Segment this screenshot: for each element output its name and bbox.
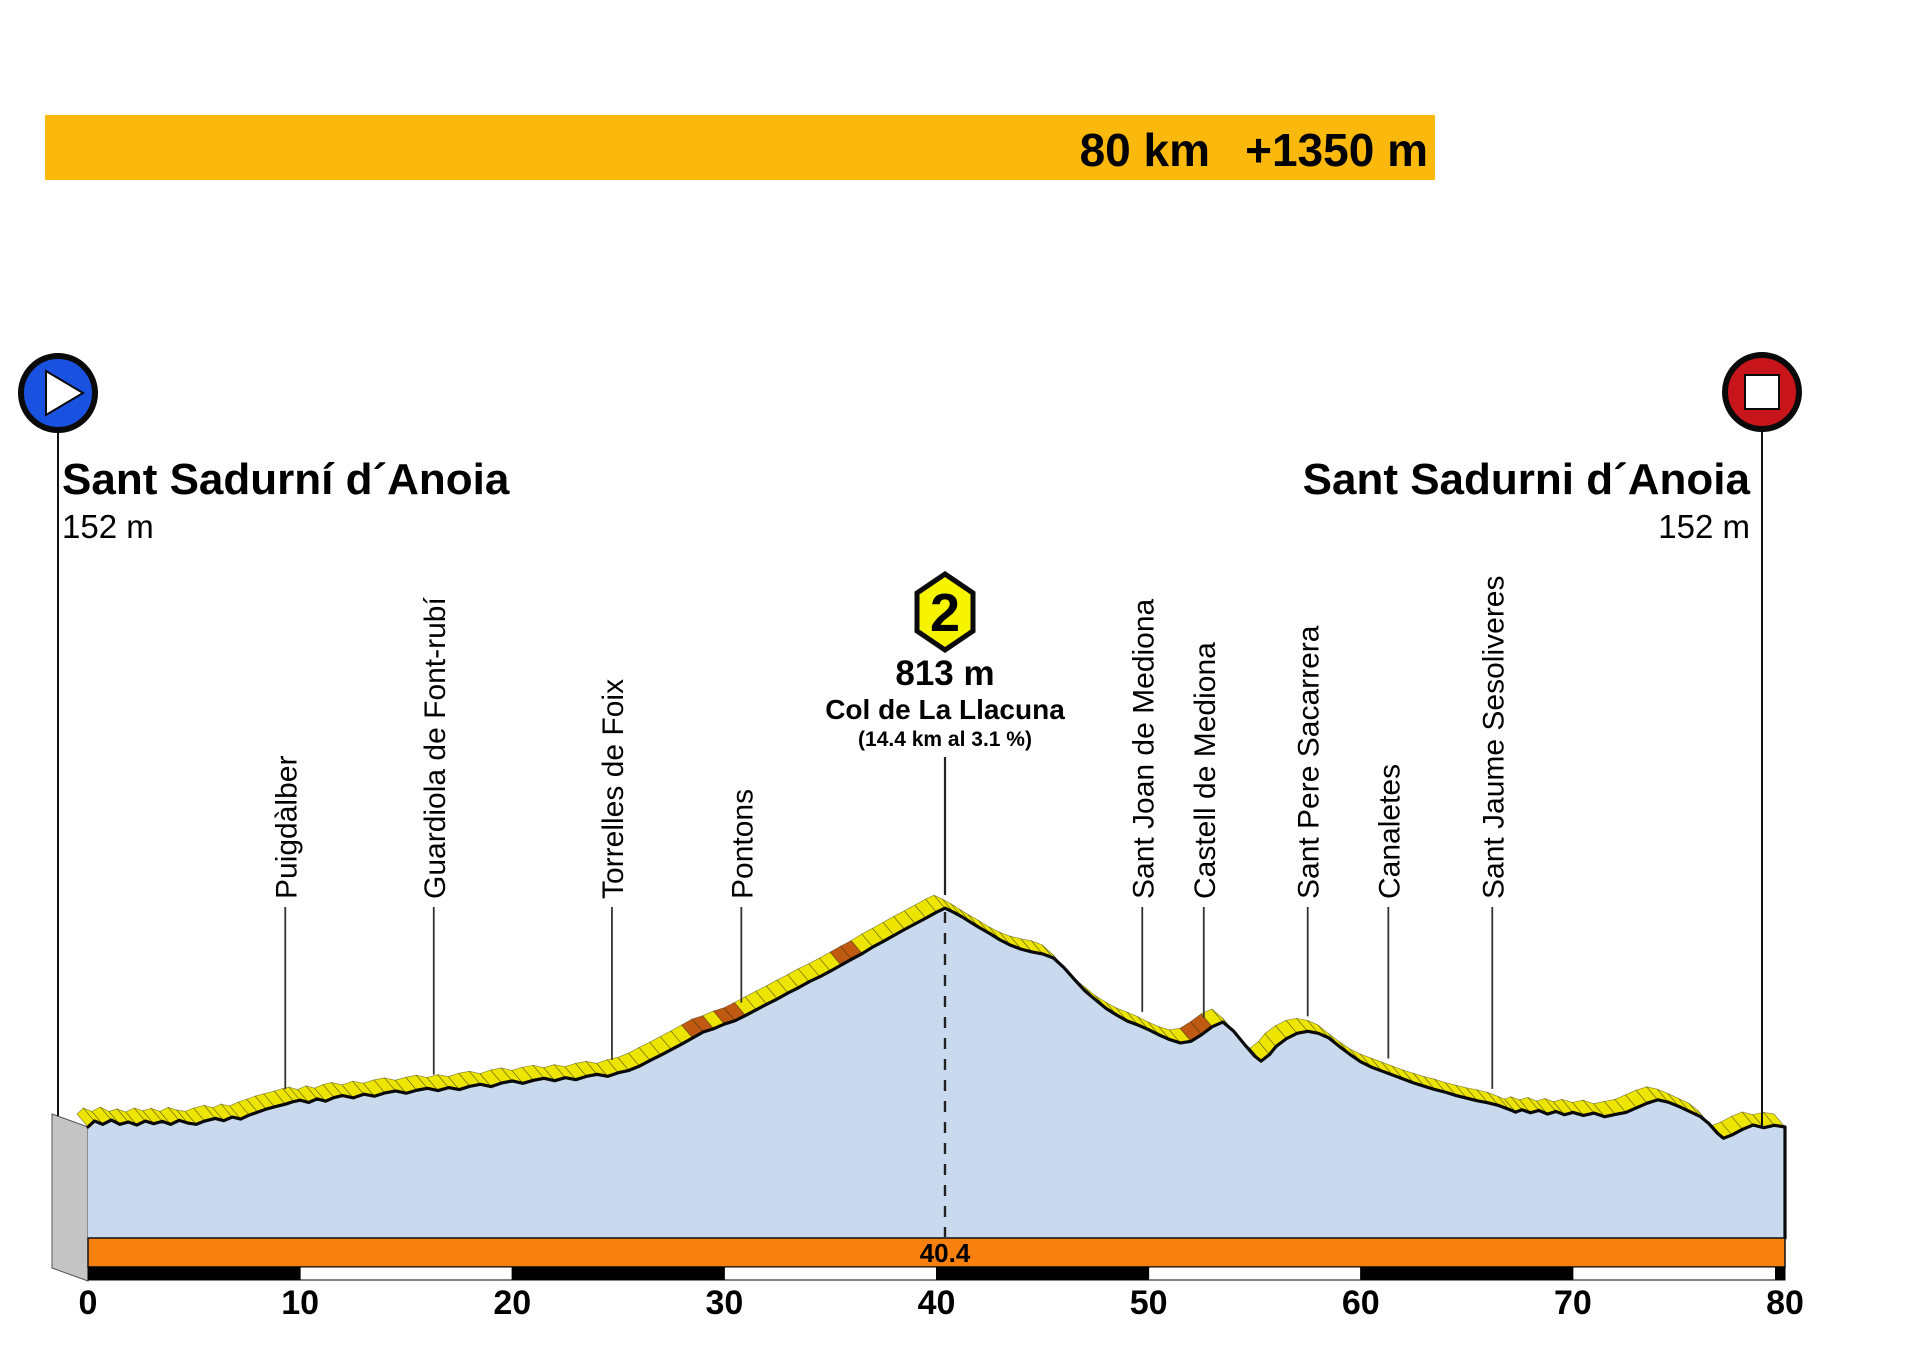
summit-km-label: 40.4 (920, 1238, 971, 1268)
town-label: Sant Jaume Sesoliveres (1477, 576, 1510, 900)
stop-icon (1744, 374, 1780, 410)
climb-category: 2 (930, 583, 960, 643)
axis-tick-label: 60 (1342, 1284, 1380, 1322)
climb-category-hexagon-icon (914, 570, 976, 654)
axis-band-segment (511, 1266, 725, 1281)
axis-tick-label: 50 (1130, 1284, 1168, 1322)
climb-marker: 2 813 m Col de La Llacuna (14.4 km al 3.… (825, 570, 1065, 751)
axis-tick-label: 10 (281, 1284, 319, 1322)
town-label: Sant Pere Sacarrera (1293, 625, 1326, 899)
profile-line-layer (86, 906, 1787, 1240)
distance-banner (45, 115, 1435, 180)
climb-name: Col de La Llacuna (825, 694, 1065, 725)
town-labels-layer: Puigdàlber Guardiola de Font-rubí Torrelle… (270, 576, 1510, 1090)
axis-tick-label: 0 (79, 1284, 98, 1322)
axis-band-segment (936, 1266, 1150, 1281)
axis-ticks-layer: 0 10 20 30 40 50 60 70 80 (79, 1284, 1804, 1322)
axis-band-segment (723, 1266, 937, 1281)
axis-band-layer (87, 1266, 1786, 1281)
start-title: Sant Sadurní d´Anoia (62, 455, 510, 504)
banner-distance-label: 80 km (1080, 124, 1210, 176)
axis-tick-label: 80 (1766, 1284, 1804, 1322)
axis-band-endcap (1775, 1267, 1785, 1280)
profile-side-panel (51, 1113, 89, 1282)
finish-elevation: 152 m (1658, 508, 1750, 545)
axis-band-segment (1360, 1266, 1574, 1281)
base-orange-bar (87, 1237, 1786, 1268)
finish-title: Sant Sadurni d´Anoia (1303, 455, 1751, 504)
axis-tick-label: 30 (705, 1284, 743, 1322)
banner-gain-label: +1350 m (1245, 124, 1428, 176)
axis-band-segment (299, 1266, 513, 1281)
axis-tick-label: 40 (918, 1284, 956, 1322)
town-label: Guardiola de Font-rubí (419, 597, 452, 899)
profile-area (88, 908, 1785, 1238)
start-marker: Sant Sadurní d´Anoia 152 m (18, 353, 510, 1116)
axis-band-segment (87, 1266, 301, 1281)
town-label: Puigdàlber (270, 756, 303, 899)
play-icon (45, 369, 85, 417)
town-label: Pontons (726, 789, 759, 899)
town-label: Castell de Mediona (1189, 642, 1222, 899)
town-label: Torrelles de Foix (597, 679, 630, 899)
axis-band-segment (1572, 1266, 1786, 1281)
town-label: Canaletes (1373, 764, 1406, 899)
town-label: Sant Joan de Mediona (1127, 598, 1160, 899)
finish-marker: Sant Sadurni d´Anoia 152 m (1303, 352, 1802, 1127)
axis-tick-label: 20 (493, 1284, 531, 1322)
axis-band-segment (1148, 1266, 1362, 1281)
climb-altitude: 813 m (895, 654, 994, 693)
climb-gradient: (14.4 km al 3.1 %) (858, 728, 1032, 751)
profile-line (86, 906, 1787, 1240)
start-elevation: 152 m (62, 508, 154, 545)
axis-tick-label: 70 (1554, 1284, 1592, 1322)
profile-area-layer (88, 908, 1785, 1238)
